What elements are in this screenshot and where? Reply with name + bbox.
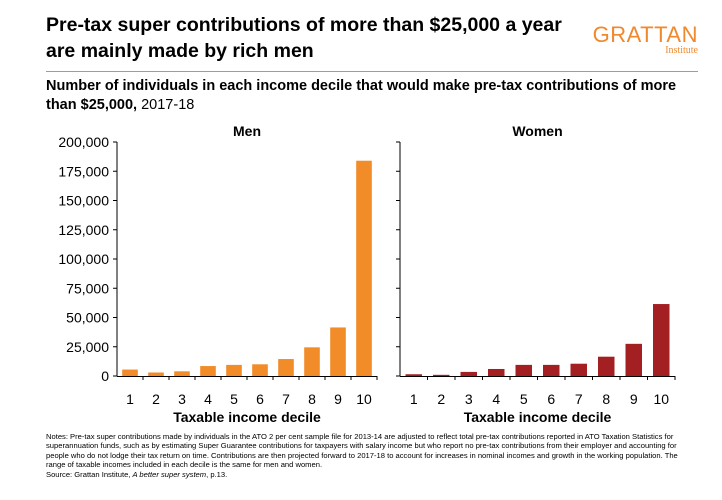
men-x-tick-label: 3 [178,391,186,407]
men-bar-decile-1 [122,369,138,376]
women-x-tick-label: 2 [437,391,445,407]
men-bar-decile-6 [252,364,268,376]
men-bar-decile-4 [200,366,216,376]
logo-wordmark: GRATTAN [592,22,698,47]
men-x-tick-label: 8 [308,391,316,407]
source-suffix: , p.13. [206,469,228,479]
men-bar-decile-8 [304,347,320,376]
men-x-tick-label: 6 [256,391,264,407]
chart-subtitle: Number of individuals in each income dec… [46,77,686,115]
header-rule [46,71,698,72]
y-tick-label: 25,000 [66,339,109,355]
subtitle-year: 2017-18 [137,97,195,113]
source-prefix: Source: Grattan Institute, [46,469,133,479]
source-line: Source: Grattan Institute, A better supe… [46,470,696,479]
y-tick-label: 175,000 [58,163,109,179]
men-x-tick-label: 9 [334,391,342,407]
y-tick-label: 0 [101,368,109,384]
men-x-tick-label: 1 [126,391,134,407]
women-x-tick-label: 5 [520,391,528,407]
women-bar-decile-9 [625,343,642,376]
men-x-tick-label: 2 [152,391,160,407]
chart-title: Pre-tax super contributions of more than… [46,14,562,62]
y-tick-label: 125,000 [58,222,109,238]
women-bar-decile-5 [515,364,532,376]
y-tick-label: 150,000 [58,193,109,209]
women-bar-decile-1 [405,374,422,376]
men-x-tick-label: 4 [204,391,212,407]
chart-notes: Notes: Pre-tax super contributions made … [46,432,696,479]
men-bar-decile-7 [278,359,294,376]
women-bar-decile-7 [570,363,587,376]
women-bar-decile-2 [433,374,450,376]
men-x-tick-label: 7 [282,391,290,407]
logo-subtext: Institute [665,45,698,56]
men-bar-decile-9 [330,327,346,376]
subtitle-main: Number of individuals in each income dec… [46,78,677,113]
y-tick-label: 50,000 [66,310,109,326]
women-x-tick-label: 3 [465,391,473,407]
women-x-tick-label: 1 [410,391,418,407]
women-x-tick-label: 7 [575,391,583,407]
women-x-tick-label: 4 [492,391,500,407]
y-tick-label: 100,000 [58,251,109,267]
y-tick-label: 200,000 [58,134,109,150]
women-bar-decile-6 [543,364,560,376]
bar-chart: 0 25,000 50,000 75,000 100,000 125,000 150,000… [58,123,676,425]
women-bar-decile-3 [460,371,477,376]
grattan-logo: GRATTAN Institute [562,22,698,57]
women-panel-title: Women [512,123,562,139]
source-title: A better super system [132,469,207,479]
men-panel-title: Men [233,123,261,139]
women-bar-decile-8 [598,356,615,376]
women-bar-decile-10 [653,304,670,376]
women-x-tick-label: 8 [602,391,610,407]
women-bar-decile-4 [488,368,505,376]
men-x-tick-label: 10 [356,391,372,407]
notes-text: Notes: Pre-tax super contributions made … [46,432,678,470]
men-bar-decile-5 [226,364,242,376]
men-bar-decile-3 [174,371,190,376]
men-x-tick-label: 5 [230,391,238,407]
women-x-axis-title: Taxable income decile [464,409,612,425]
men-x-axis-title: Taxable income decile [173,409,321,425]
women-x-tick-label: 9 [630,391,638,407]
women-x-tick-label: 10 [653,391,669,407]
women-x-tick-label: 6 [547,391,555,407]
men-bar-decile-2 [148,372,164,376]
y-tick-label: 75,000 [66,280,109,296]
men-bar-decile-10 [356,160,372,376]
